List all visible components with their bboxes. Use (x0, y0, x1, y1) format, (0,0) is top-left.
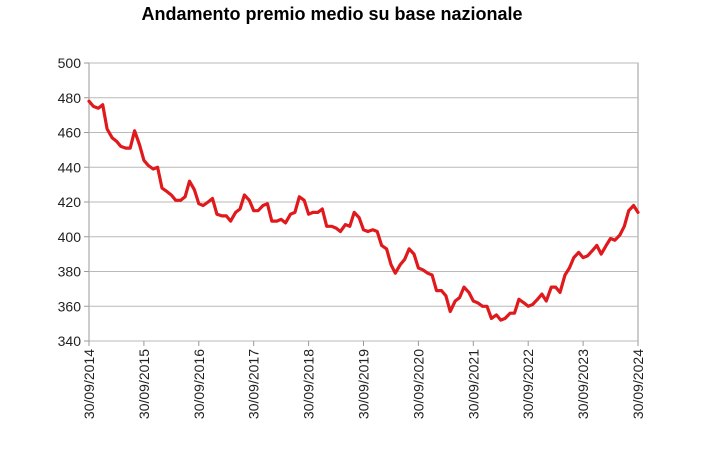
x-tick-marks (88, 341, 639, 346)
x-tick-label: 30/09/2015 (136, 349, 152, 419)
y-tick-label: 380 (58, 264, 82, 280)
chart-title: Andamento premio medio su base nazionale (141, 4, 523, 24)
y-tick-label: 460 (58, 125, 82, 141)
x-tick-label: 30/09/2018 (301, 349, 317, 419)
y-axis-labels: 340 360 380 400 420 440 460 480 500 (58, 55, 82, 349)
x-tick-label: 30/09/2020 (410, 349, 426, 419)
x-axis-labels: 30/09/2014 30/09/2015 30/09/2016 30/09/2017… (81, 349, 646, 419)
x-tick-label: 30/09/2019 (356, 349, 372, 419)
y-tick-label: 420 (58, 194, 82, 210)
x-tick-label: 30/09/2014 (81, 349, 97, 419)
series-line-premio-medio (87, 99, 640, 322)
x-tick-label: 30/09/2017 (246, 349, 262, 419)
grid-lines (84, 62, 638, 342)
x-tick-label: 30/09/2023 (575, 349, 591, 419)
y-tick-label: 340 (58, 333, 82, 349)
y-tick-label: 500 (58, 55, 82, 71)
x-tick-label: 30/09/2021 (465, 349, 481, 419)
x-tick-label: 30/09/2022 (520, 349, 536, 419)
x-tick-label: 30/09/2024 (630, 349, 646, 419)
y-tick-label: 440 (58, 159, 82, 175)
y-tick-label: 480 (58, 90, 82, 106)
y-tick-label: 400 (58, 229, 82, 245)
y-tick-label: 360 (58, 298, 82, 314)
x-tick-label: 30/09/2016 (191, 349, 207, 419)
series-layer (87, 99, 640, 322)
